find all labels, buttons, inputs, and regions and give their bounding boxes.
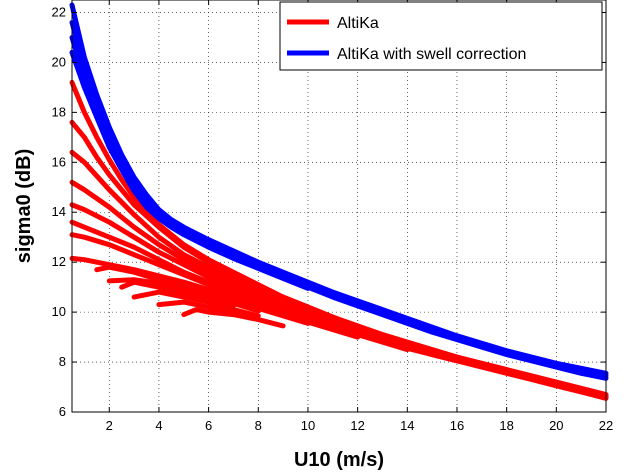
- x-tick-label: 2: [106, 418, 113, 433]
- legend-label-altika-swell: AltiKa with swell correction: [337, 46, 526, 63]
- y-tick-label: 6: [59, 404, 66, 419]
- series-line: [181, 307, 286, 329]
- y-tick-label: 14: [52, 204, 66, 219]
- y-tick-label: 12: [52, 254, 66, 269]
- series-altika: [69, 79, 609, 401]
- series-line: [119, 279, 236, 309]
- y-tick-label: 18: [52, 104, 66, 119]
- y-axis-label: sigma0 (dB): [13, 149, 35, 263]
- y-tick-label: 8: [59, 354, 66, 369]
- y-tick-label: 22: [52, 4, 66, 19]
- x-tick-label: 8: [255, 418, 262, 433]
- ticks: 2 4 6 8 10 12 14 16 18 20 22 6 8 10 12 14 16 18 20 22: [52, 0, 613, 433]
- x-axis-label: U10 (m/s): [294, 449, 384, 471]
- y-tick-label: 16: [52, 154, 66, 169]
- plot-frame: [71, 0, 607, 413]
- series-altika-swell-correction: [69, 2, 609, 381]
- series-line: [94, 264, 311, 326]
- x-tick-label: 18: [499, 418, 513, 433]
- x-tick-label: 6: [205, 418, 212, 433]
- legend-box: [279, 1, 603, 71]
- y-tick-label: 20: [52, 54, 66, 69]
- series-line: [255, 297, 609, 401]
- x-tick-label: 22: [599, 418, 613, 433]
- series-line: [69, 49, 311, 291]
- series-line: [206, 272, 609, 397]
- x-tick-label: 20: [549, 418, 563, 433]
- legend-label-altika: AltiKa: [337, 15, 379, 32]
- x-tick-label: 14: [400, 418, 414, 433]
- x-tick-label: 10: [301, 418, 315, 433]
- x-tick-label: 12: [350, 418, 364, 433]
- x-tick-label: 16: [450, 418, 464, 433]
- legend: AltiKa AltiKa with swell correction: [279, 1, 603, 71]
- x-tick-label: 4: [155, 418, 162, 433]
- series-line: [156, 299, 236, 316]
- series-line: [131, 289, 261, 319]
- y-tick-label: 10: [52, 304, 66, 319]
- plot-area: [69, 2, 609, 401]
